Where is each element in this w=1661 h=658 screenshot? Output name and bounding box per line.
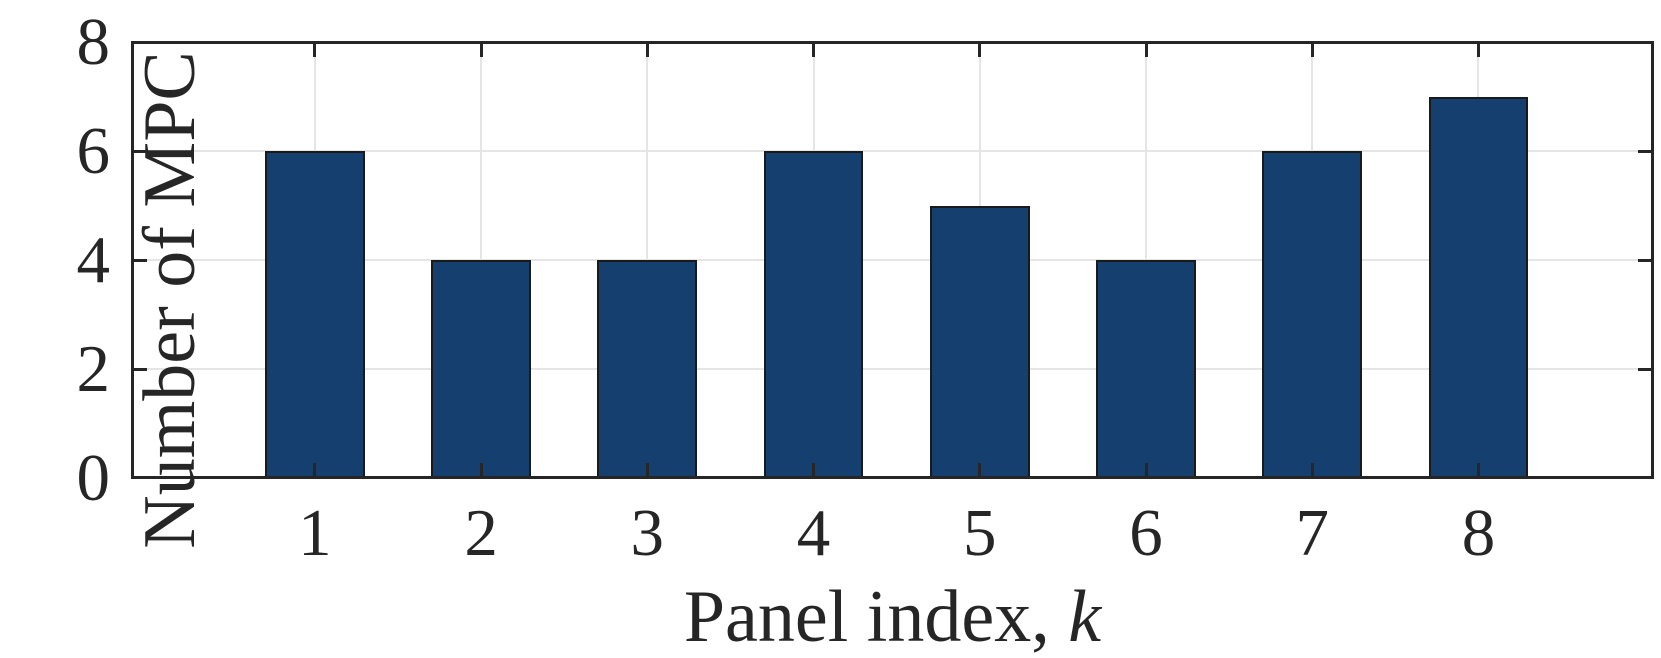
x-axis-title-text: Panel index, bbox=[683, 576, 1069, 658]
gridline-horizontal bbox=[132, 259, 1653, 261]
x-tick-label: 4 bbox=[796, 496, 831, 570]
x-tick-top bbox=[978, 42, 982, 57]
x-tick-bottom bbox=[1310, 463, 1314, 478]
bar bbox=[1262, 151, 1363, 478]
bar bbox=[1096, 260, 1196, 478]
y-tick-right bbox=[1638, 258, 1653, 262]
bar bbox=[264, 151, 365, 478]
x-axis-title: Panel index, k bbox=[132, 580, 1653, 654]
x-tick-label: 8 bbox=[1461, 496, 1496, 570]
y-tick-label: 0 bbox=[76, 441, 111, 515]
plot-area: Number of MPC 0 2 4 6 8 1 2 3 4 5 6 7 8 bbox=[77, 8, 1654, 567]
bar bbox=[929, 205, 1030, 478]
x-tick-label: 3 bbox=[630, 496, 665, 570]
x-tick-top bbox=[1476, 42, 1480, 57]
x-tick-label: 5 bbox=[963, 496, 997, 570]
y-tick-left bbox=[132, 258, 147, 262]
x-tick-top bbox=[313, 42, 317, 57]
x-tick-label: 2 bbox=[464, 496, 498, 570]
x-tick-bottom bbox=[313, 463, 317, 478]
x-tick-bottom bbox=[1144, 463, 1148, 478]
y-tick-label: 6 bbox=[76, 114, 111, 188]
y-tick-label: 2 bbox=[76, 332, 111, 406]
x-tick-top bbox=[1144, 42, 1148, 57]
bar bbox=[431, 260, 531, 478]
bar bbox=[1428, 96, 1529, 478]
y-tick-left bbox=[132, 149, 147, 153]
y-tick-label: 8 bbox=[76, 5, 111, 79]
x-tick-label: 1 bbox=[298, 496, 332, 570]
y-tick-right bbox=[1638, 367, 1653, 371]
x-tick-top bbox=[479, 42, 483, 57]
x-tick-bottom bbox=[645, 463, 649, 478]
x-tick-top bbox=[812, 42, 816, 57]
bar bbox=[763, 151, 864, 478]
x-tick-bottom bbox=[978, 463, 982, 478]
y-axis-title: Number of MPC bbox=[129, 51, 211, 549]
gridline-horizontal bbox=[132, 150, 1653, 152]
x-tick-label: 6 bbox=[1129, 496, 1163, 570]
x-tick-label: 7 bbox=[1295, 496, 1329, 570]
y-tick-right bbox=[1638, 149, 1653, 153]
x-tick-bottom bbox=[479, 463, 483, 478]
x-tick-top bbox=[1310, 42, 1314, 57]
bar bbox=[597, 260, 698, 478]
y-tick-label: 4 bbox=[76, 223, 111, 297]
gridline-horizontal bbox=[132, 368, 1653, 370]
x-tick-top bbox=[645, 42, 649, 57]
x-tick-bottom bbox=[812, 463, 816, 478]
y-tick-left bbox=[132, 367, 147, 371]
x-tick-bottom bbox=[1476, 463, 1480, 478]
x-axis-title-variable: k bbox=[1068, 576, 1102, 658]
